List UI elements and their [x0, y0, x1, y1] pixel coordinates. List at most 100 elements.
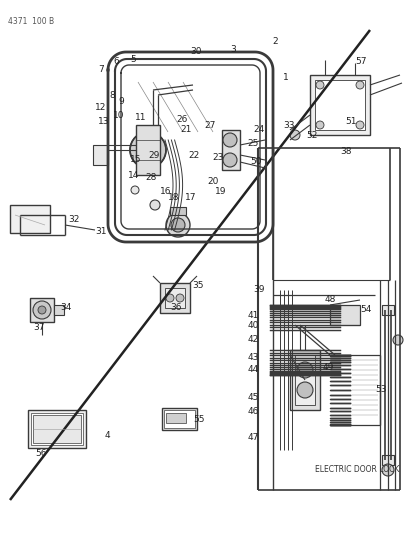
Text: 3: 3 — [230, 45, 236, 54]
Bar — [30, 298, 54, 322]
Circle shape — [316, 81, 324, 89]
Text: 42: 42 — [248, 335, 259, 344]
Circle shape — [130, 132, 166, 168]
Text: 23: 23 — [212, 154, 223, 163]
Bar — [170, 207, 186, 215]
Text: 44: 44 — [248, 366, 259, 375]
Circle shape — [297, 362, 313, 378]
Text: 30: 30 — [190, 47, 202, 56]
Text: 25: 25 — [247, 139, 258, 148]
Text: 2: 2 — [272, 37, 277, 46]
Text: 5: 5 — [130, 55, 136, 64]
Circle shape — [143, 145, 153, 155]
Circle shape — [38, 306, 46, 314]
Bar — [310, 75, 370, 135]
Bar — [31, 413, 83, 445]
Circle shape — [382, 464, 394, 476]
Circle shape — [33, 301, 51, 319]
Text: 17: 17 — [185, 193, 197, 203]
Circle shape — [131, 186, 139, 194]
Circle shape — [290, 130, 300, 140]
Text: 11: 11 — [135, 114, 146, 123]
Text: 39: 39 — [253, 286, 264, 295]
Text: 50: 50 — [250, 157, 262, 166]
Text: 8: 8 — [109, 91, 115, 100]
Text: 20: 20 — [207, 177, 218, 187]
Circle shape — [150, 200, 160, 210]
Text: 9: 9 — [118, 98, 124, 107]
Text: 40: 40 — [248, 320, 259, 329]
Text: 15: 15 — [130, 156, 142, 165]
Text: 37: 37 — [33, 324, 44, 333]
Bar — [290, 350, 320, 410]
Text: 38: 38 — [340, 148, 352, 157]
Text: 57: 57 — [355, 58, 366, 67]
Bar — [164, 410, 195, 428]
Text: 16: 16 — [160, 188, 171, 197]
Bar — [136, 125, 160, 175]
Text: 36: 36 — [170, 303, 182, 312]
Bar — [315, 80, 365, 130]
Circle shape — [138, 140, 158, 160]
Bar — [222, 130, 240, 170]
Text: 35: 35 — [192, 281, 204, 290]
Bar — [28, 410, 86, 448]
Text: 29: 29 — [148, 150, 160, 159]
Text: 54: 54 — [360, 305, 371, 314]
Text: 21: 21 — [180, 125, 191, 134]
Circle shape — [223, 133, 237, 147]
Bar — [33, 415, 81, 443]
Text: 10: 10 — [113, 110, 124, 119]
Text: 24: 24 — [253, 125, 264, 134]
Bar — [382, 305, 394, 315]
Text: 46: 46 — [248, 408, 259, 416]
Circle shape — [393, 335, 403, 345]
Bar — [166, 413, 186, 423]
Text: 4: 4 — [105, 431, 111, 440]
Bar — [54, 305, 64, 315]
Text: 47: 47 — [248, 433, 259, 442]
Text: 28: 28 — [145, 174, 156, 182]
Circle shape — [356, 81, 364, 89]
Text: 34: 34 — [60, 303, 71, 311]
Text: 6: 6 — [113, 58, 119, 67]
Text: 51: 51 — [345, 117, 357, 126]
Circle shape — [223, 153, 237, 167]
Bar — [10, 205, 50, 233]
Text: 33: 33 — [283, 120, 295, 130]
Text: 27: 27 — [204, 120, 215, 130]
Bar — [295, 355, 315, 405]
Text: 32: 32 — [68, 215, 80, 224]
Text: 26: 26 — [176, 116, 187, 125]
Bar — [93, 145, 108, 165]
Bar — [160, 283, 190, 313]
Text: 22: 22 — [188, 150, 199, 159]
Text: 7: 7 — [98, 66, 104, 75]
Text: 18: 18 — [168, 192, 180, 201]
Text: 41: 41 — [248, 311, 259, 319]
Circle shape — [356, 121, 364, 129]
Text: 56: 56 — [35, 448, 47, 457]
Text: 14: 14 — [128, 171, 140, 180]
Text: 43: 43 — [248, 353, 259, 362]
Circle shape — [176, 294, 184, 302]
Text: 53: 53 — [375, 385, 386, 394]
Text: 12: 12 — [95, 102, 106, 111]
Text: 55: 55 — [193, 416, 204, 424]
Circle shape — [166, 213, 190, 237]
Circle shape — [297, 382, 313, 398]
Text: 52: 52 — [306, 131, 317, 140]
Text: 1: 1 — [283, 74, 289, 83]
Text: 19: 19 — [215, 188, 226, 197]
Text: 49: 49 — [323, 364, 335, 373]
Text: 31: 31 — [95, 228, 106, 237]
Text: 13: 13 — [98, 117, 109, 126]
Bar — [162, 408, 197, 430]
Circle shape — [166, 294, 174, 302]
Circle shape — [171, 218, 185, 232]
Text: ELECTRIC DOOR LOCK: ELECTRIC DOOR LOCK — [315, 465, 399, 474]
Bar — [165, 288, 185, 308]
Circle shape — [316, 121, 324, 129]
Bar — [330, 305, 360, 325]
Bar — [382, 455, 394, 465]
